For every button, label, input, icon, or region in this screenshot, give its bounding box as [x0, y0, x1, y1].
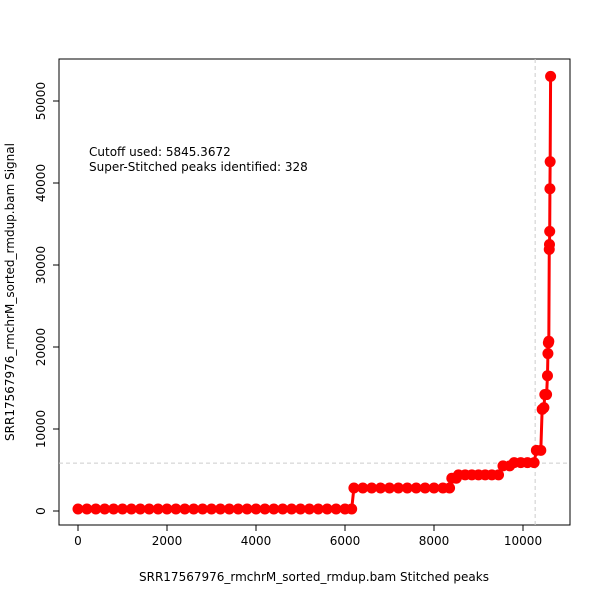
point [348, 482, 360, 494]
point [346, 503, 358, 515]
point [303, 503, 315, 515]
y-axis-label: SRR17567976_rmchrM_sorted_rmdup.bam Sign… [3, 143, 17, 441]
point [259, 503, 271, 515]
point [295, 503, 307, 515]
x-tick-label: 4000 [241, 534, 272, 548]
x-axis-label: SRR17567976_rmchrM_sorted_rmdup.bam Stit… [139, 570, 489, 584]
y-tick-label: 50000 [34, 82, 48, 120]
point [543, 335, 555, 347]
point [528, 457, 540, 469]
point [538, 402, 550, 414]
point [321, 503, 333, 515]
point [542, 348, 554, 360]
point [179, 503, 191, 515]
point [170, 503, 182, 515]
y-tick-label: 20000 [34, 328, 48, 366]
point [277, 503, 289, 515]
point [544, 183, 556, 195]
plot-box [58, 58, 571, 526]
point [268, 503, 280, 515]
point [188, 503, 200, 515]
point [241, 503, 253, 515]
series-line [78, 76, 553, 511]
point [392, 482, 404, 494]
point [544, 225, 556, 237]
x-tick-label: 2000 [152, 534, 183, 548]
point [232, 503, 244, 515]
point [99, 503, 111, 515]
point [206, 503, 218, 515]
point [541, 389, 553, 401]
point [134, 503, 146, 515]
point [90, 503, 102, 515]
point [214, 503, 226, 515]
point [161, 503, 173, 515]
point [535, 444, 547, 456]
point [419, 482, 431, 494]
point [330, 503, 342, 515]
point [543, 239, 555, 251]
point [286, 503, 298, 515]
point [541, 370, 553, 382]
point [401, 482, 413, 494]
x-tick-label: 0 [74, 534, 82, 548]
point [357, 482, 369, 494]
point [366, 482, 378, 494]
annotation: Super-Stitched peaks identified: 328 [89, 160, 308, 174]
annotation: Cutoff used: 5845.3672 [89, 145, 231, 159]
point [410, 482, 422, 494]
point [428, 482, 440, 494]
x-tick-label: 6000 [330, 534, 361, 548]
point [544, 156, 556, 168]
y-tick-label: 0 [34, 507, 48, 515]
x-tick-label: 8000 [419, 534, 450, 548]
point [125, 503, 137, 515]
point [143, 503, 155, 515]
point [312, 503, 324, 515]
point [384, 482, 396, 494]
point [375, 482, 387, 494]
y-tick-label: 10000 [34, 410, 48, 448]
point [81, 503, 93, 515]
y-tick-label: 40000 [34, 164, 48, 202]
x-tick-label: 10000 [504, 534, 542, 548]
point [197, 503, 209, 515]
point [493, 469, 505, 481]
y-tick-label: 30000 [34, 246, 48, 284]
point [250, 503, 262, 515]
point [108, 503, 120, 515]
point [117, 503, 129, 515]
point [545, 70, 557, 82]
point [72, 503, 84, 515]
point [223, 503, 235, 515]
point [444, 482, 456, 494]
point [152, 503, 164, 515]
